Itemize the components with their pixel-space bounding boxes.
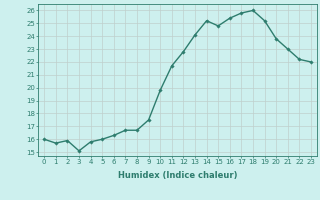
X-axis label: Humidex (Indice chaleur): Humidex (Indice chaleur) bbox=[118, 171, 237, 180]
